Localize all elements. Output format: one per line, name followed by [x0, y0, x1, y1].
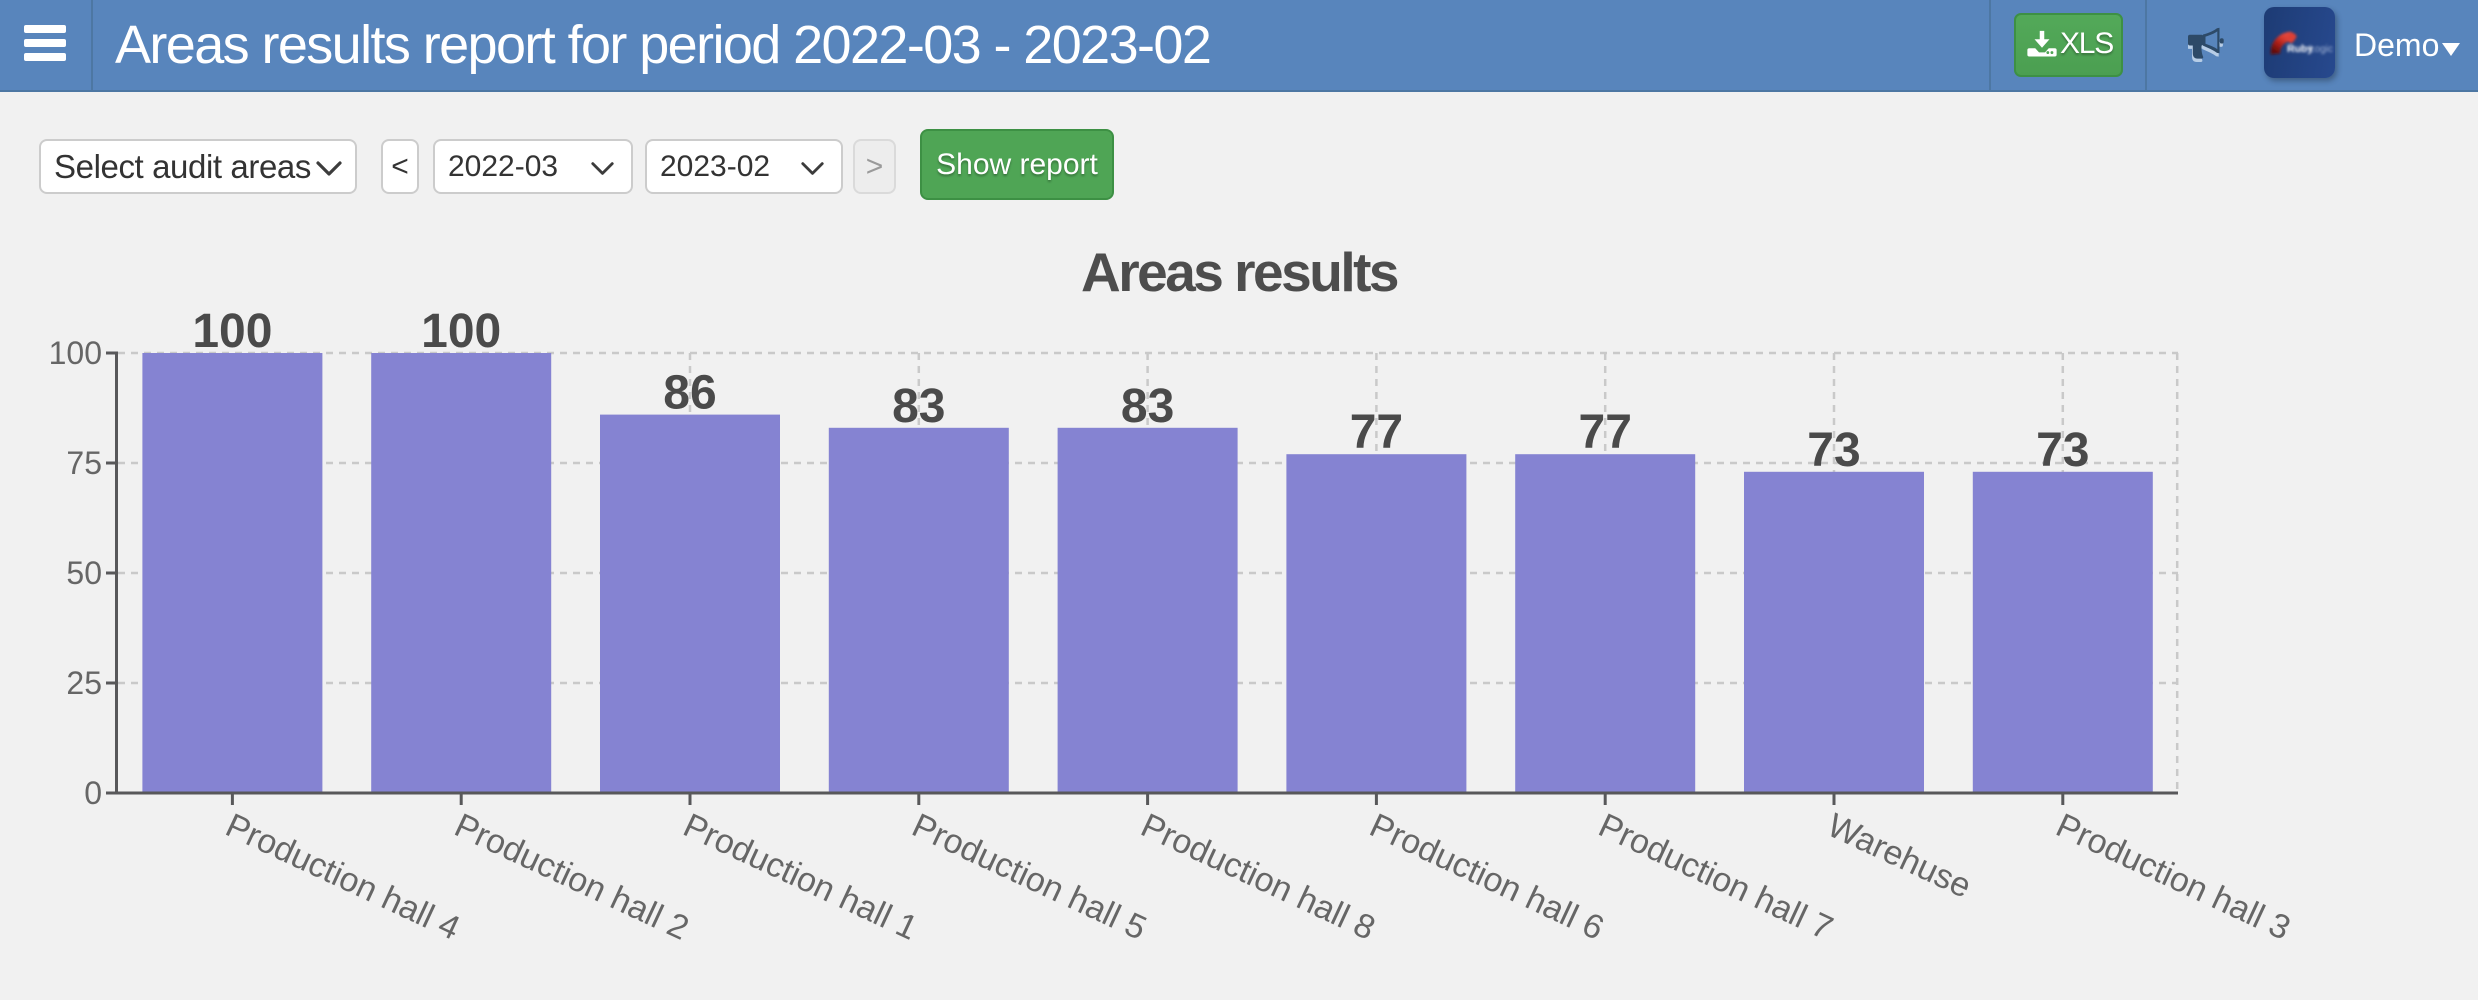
svg-text:100: 100 [421, 305, 501, 358]
svg-text:Ruby: Ruby [2287, 43, 2313, 55]
svg-text:Warehuse: Warehuse [1822, 806, 1977, 905]
svg-text:Production hall 8: Production hall 8 [1135, 806, 1381, 947]
svg-text:Production hall 1: Production hall 1 [678, 806, 924, 947]
svg-text:77: 77 [1350, 406, 1403, 459]
svg-text:Production hall 5: Production hall 5 [906, 806, 1152, 947]
svg-text:Logic: Logic [2309, 44, 2333, 55]
svg-text:100: 100 [49, 335, 102, 371]
svg-text:86: 86 [663, 367, 716, 420]
svg-text:Production hall 3: Production hall 3 [2050, 806, 2296, 947]
svg-text:Areas results: Areas results [1081, 241, 1398, 303]
svg-text:83: 83 [1121, 380, 1174, 433]
svg-text:73: 73 [1807, 424, 1860, 477]
svg-text:25: 25 [66, 665, 102, 701]
svg-text:100: 100 [192, 305, 272, 358]
svg-text:83: 83 [892, 380, 945, 433]
svg-text:75: 75 [66, 445, 102, 481]
svg-text:Production hall 6: Production hall 6 [1364, 806, 1610, 947]
svg-text:73: 73 [2036, 424, 2089, 477]
svg-text:0: 0 [84, 775, 102, 811]
svg-text:77: 77 [1579, 406, 1632, 459]
svg-text:Production hall 2: Production hall 2 [449, 806, 695, 947]
svg-text:Production hall 4: Production hall 4 [220, 806, 466, 947]
svg-text:50: 50 [66, 555, 102, 591]
svg-text:Production hall 7: Production hall 7 [1593, 806, 1839, 947]
